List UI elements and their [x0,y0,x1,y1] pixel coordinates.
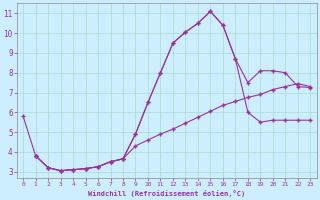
X-axis label: Windchill (Refroidissement éolien,°C): Windchill (Refroidissement éolien,°C) [88,190,245,197]
